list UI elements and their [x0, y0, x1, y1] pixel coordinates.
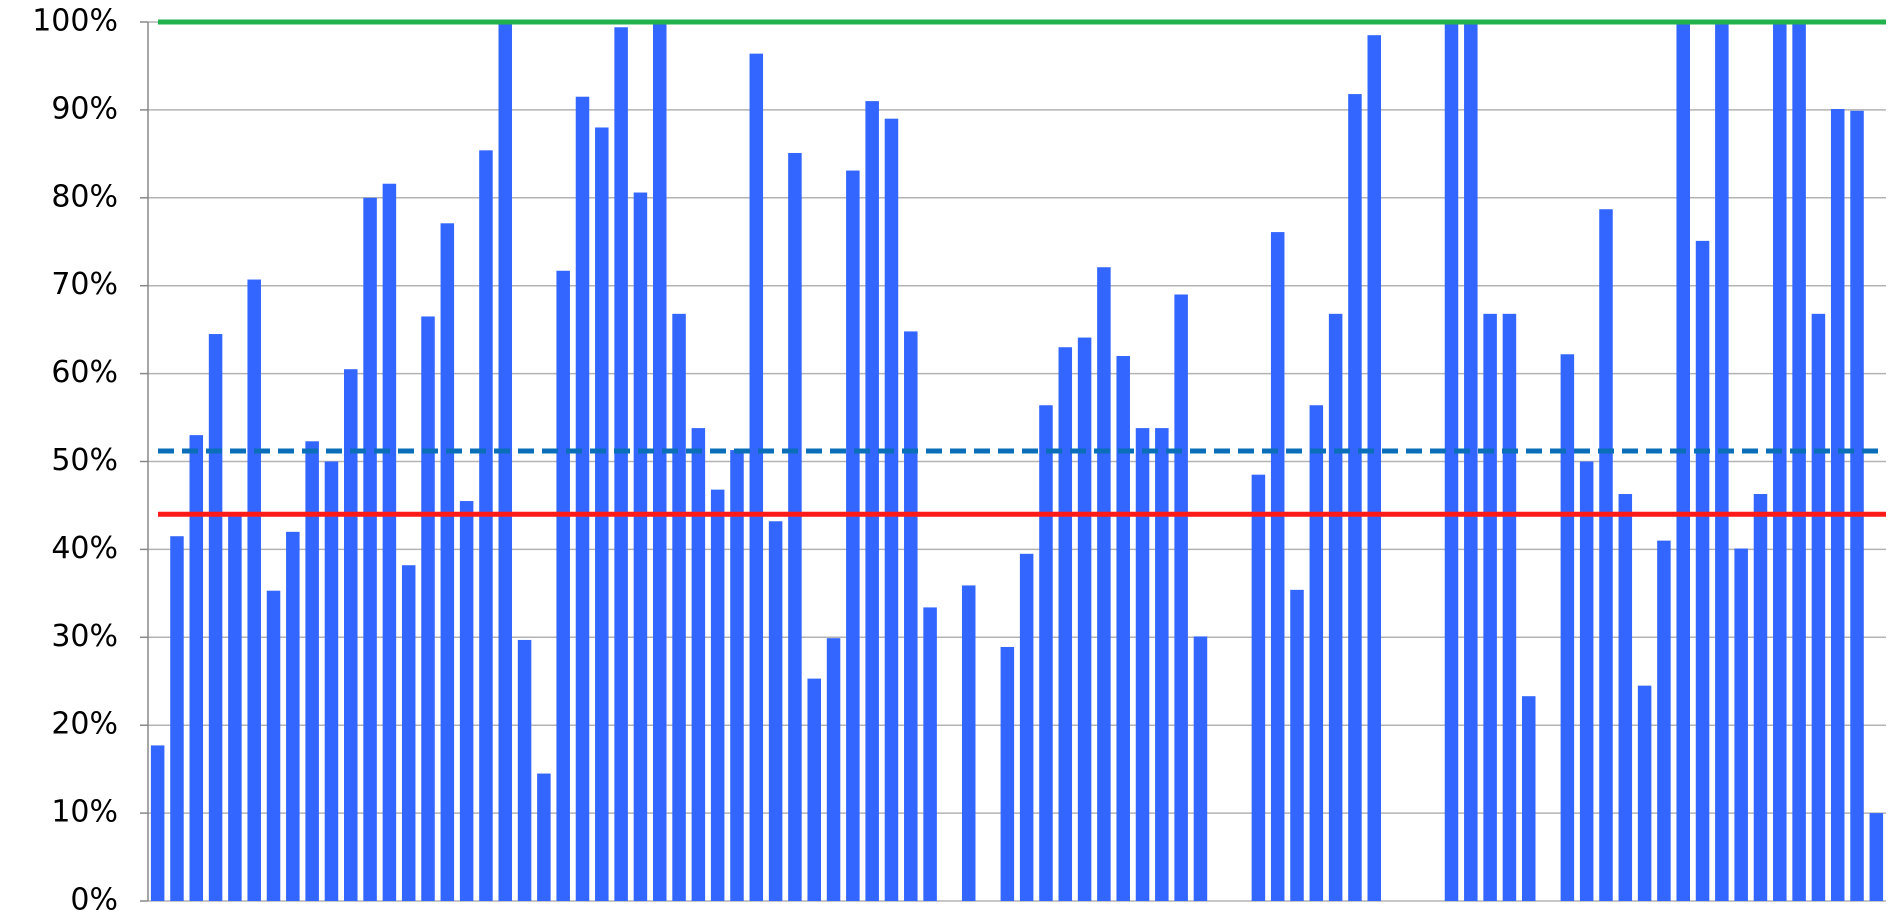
- bar: [788, 152, 802, 901]
- bar: [1521, 696, 1536, 901]
- y-tick-label: 10%: [51, 795, 118, 830]
- bar: [1155, 428, 1169, 901]
- bar: [1135, 428, 1150, 901]
- bar: [1039, 405, 1053, 901]
- bar: [1579, 461, 1594, 901]
- bar: [672, 313, 686, 901]
- bar: [1251, 474, 1266, 901]
- bar: [1270, 232, 1285, 901]
- bar: [749, 53, 764, 902]
- y-tick-label: 20%: [51, 707, 118, 742]
- bar: [1734, 548, 1748, 901]
- bar: [904, 331, 918, 902]
- bar: [324, 461, 339, 901]
- bar: [923, 607, 937, 901]
- bar: [498, 22, 513, 901]
- bar: [1560, 354, 1575, 902]
- bar: [1676, 22, 1690, 901]
- bar: [1869, 813, 1884, 901]
- bar: [1116, 356, 1130, 901]
- bar: [1328, 313, 1343, 901]
- bar: [479, 150, 493, 902]
- bar: [344, 369, 358, 902]
- y-tick-label: 50%: [51, 443, 118, 478]
- bar: [1599, 209, 1613, 902]
- bar: [1193, 636, 1208, 901]
- bar: [1637, 685, 1652, 901]
- bar: [1348, 94, 1362, 901]
- bar: [170, 536, 184, 901]
- bar: [1850, 110, 1864, 902]
- y-tick-label: 100%: [32, 4, 118, 39]
- bar: [1290, 589, 1304, 901]
- bar: [1657, 540, 1671, 901]
- y-tick-label: 80%: [51, 179, 118, 214]
- bar: [846, 170, 860, 901]
- bar: [1077, 337, 1092, 901]
- bar: [286, 531, 300, 901]
- bar: [961, 585, 976, 901]
- bar: [614, 27, 628, 902]
- bar: [1097, 267, 1111, 902]
- bar: [440, 223, 455, 901]
- bar: [730, 450, 744, 901]
- bar: [1483, 313, 1497, 901]
- y-tick-label: 40%: [51, 531, 118, 566]
- y-tick-label: 60%: [51, 355, 118, 390]
- bar: [459, 501, 474, 901]
- bar: [1464, 22, 1478, 901]
- bar: [1058, 347, 1073, 902]
- bar: [1174, 294, 1188, 901]
- bar: [228, 514, 242, 901]
- bar: [189, 435, 204, 901]
- bar: [768, 521, 783, 901]
- bar: [826, 638, 841, 901]
- bar: [1000, 646, 1015, 901]
- bar: [1502, 313, 1517, 901]
- bar: [1019, 553, 1034, 901]
- bar: [1444, 22, 1459, 901]
- bar: [421, 316, 435, 902]
- bar: [1695, 240, 1710, 902]
- bar: [1309, 405, 1324, 901]
- bar: [1753, 494, 1768, 901]
- bar: [884, 118, 899, 901]
- bar: [537, 773, 551, 901]
- y-tick-label: 70%: [51, 267, 118, 302]
- bar: [363, 197, 377, 902]
- bar: [266, 590, 281, 901]
- y-tick-label: 90%: [51, 91, 118, 126]
- y-tick-label: 30%: [51, 619, 118, 654]
- bar: [865, 101, 879, 902]
- bar: [1618, 494, 1633, 901]
- bar: [1811, 313, 1826, 901]
- bar: [633, 192, 648, 901]
- bar: [382, 183, 397, 902]
- bar: [710, 489, 725, 901]
- bar: [517, 639, 532, 901]
- bar: [247, 279, 261, 901]
- bar: [691, 428, 706, 901]
- bar: [575, 96, 590, 902]
- bar: [1367, 35, 1382, 902]
- bar: [401, 565, 416, 901]
- bar: [208, 334, 223, 901]
- bar: [1773, 22, 1787, 901]
- bar: [1792, 22, 1806, 901]
- bar: [1830, 109, 1845, 902]
- bar: [652, 22, 667, 901]
- bar: [556, 270, 570, 902]
- bar: [1715, 22, 1729, 901]
- bar: [150, 745, 165, 901]
- bar: [807, 678, 821, 901]
- y-tick-label: 0%: [70, 883, 118, 916]
- bar: [305, 441, 319, 901]
